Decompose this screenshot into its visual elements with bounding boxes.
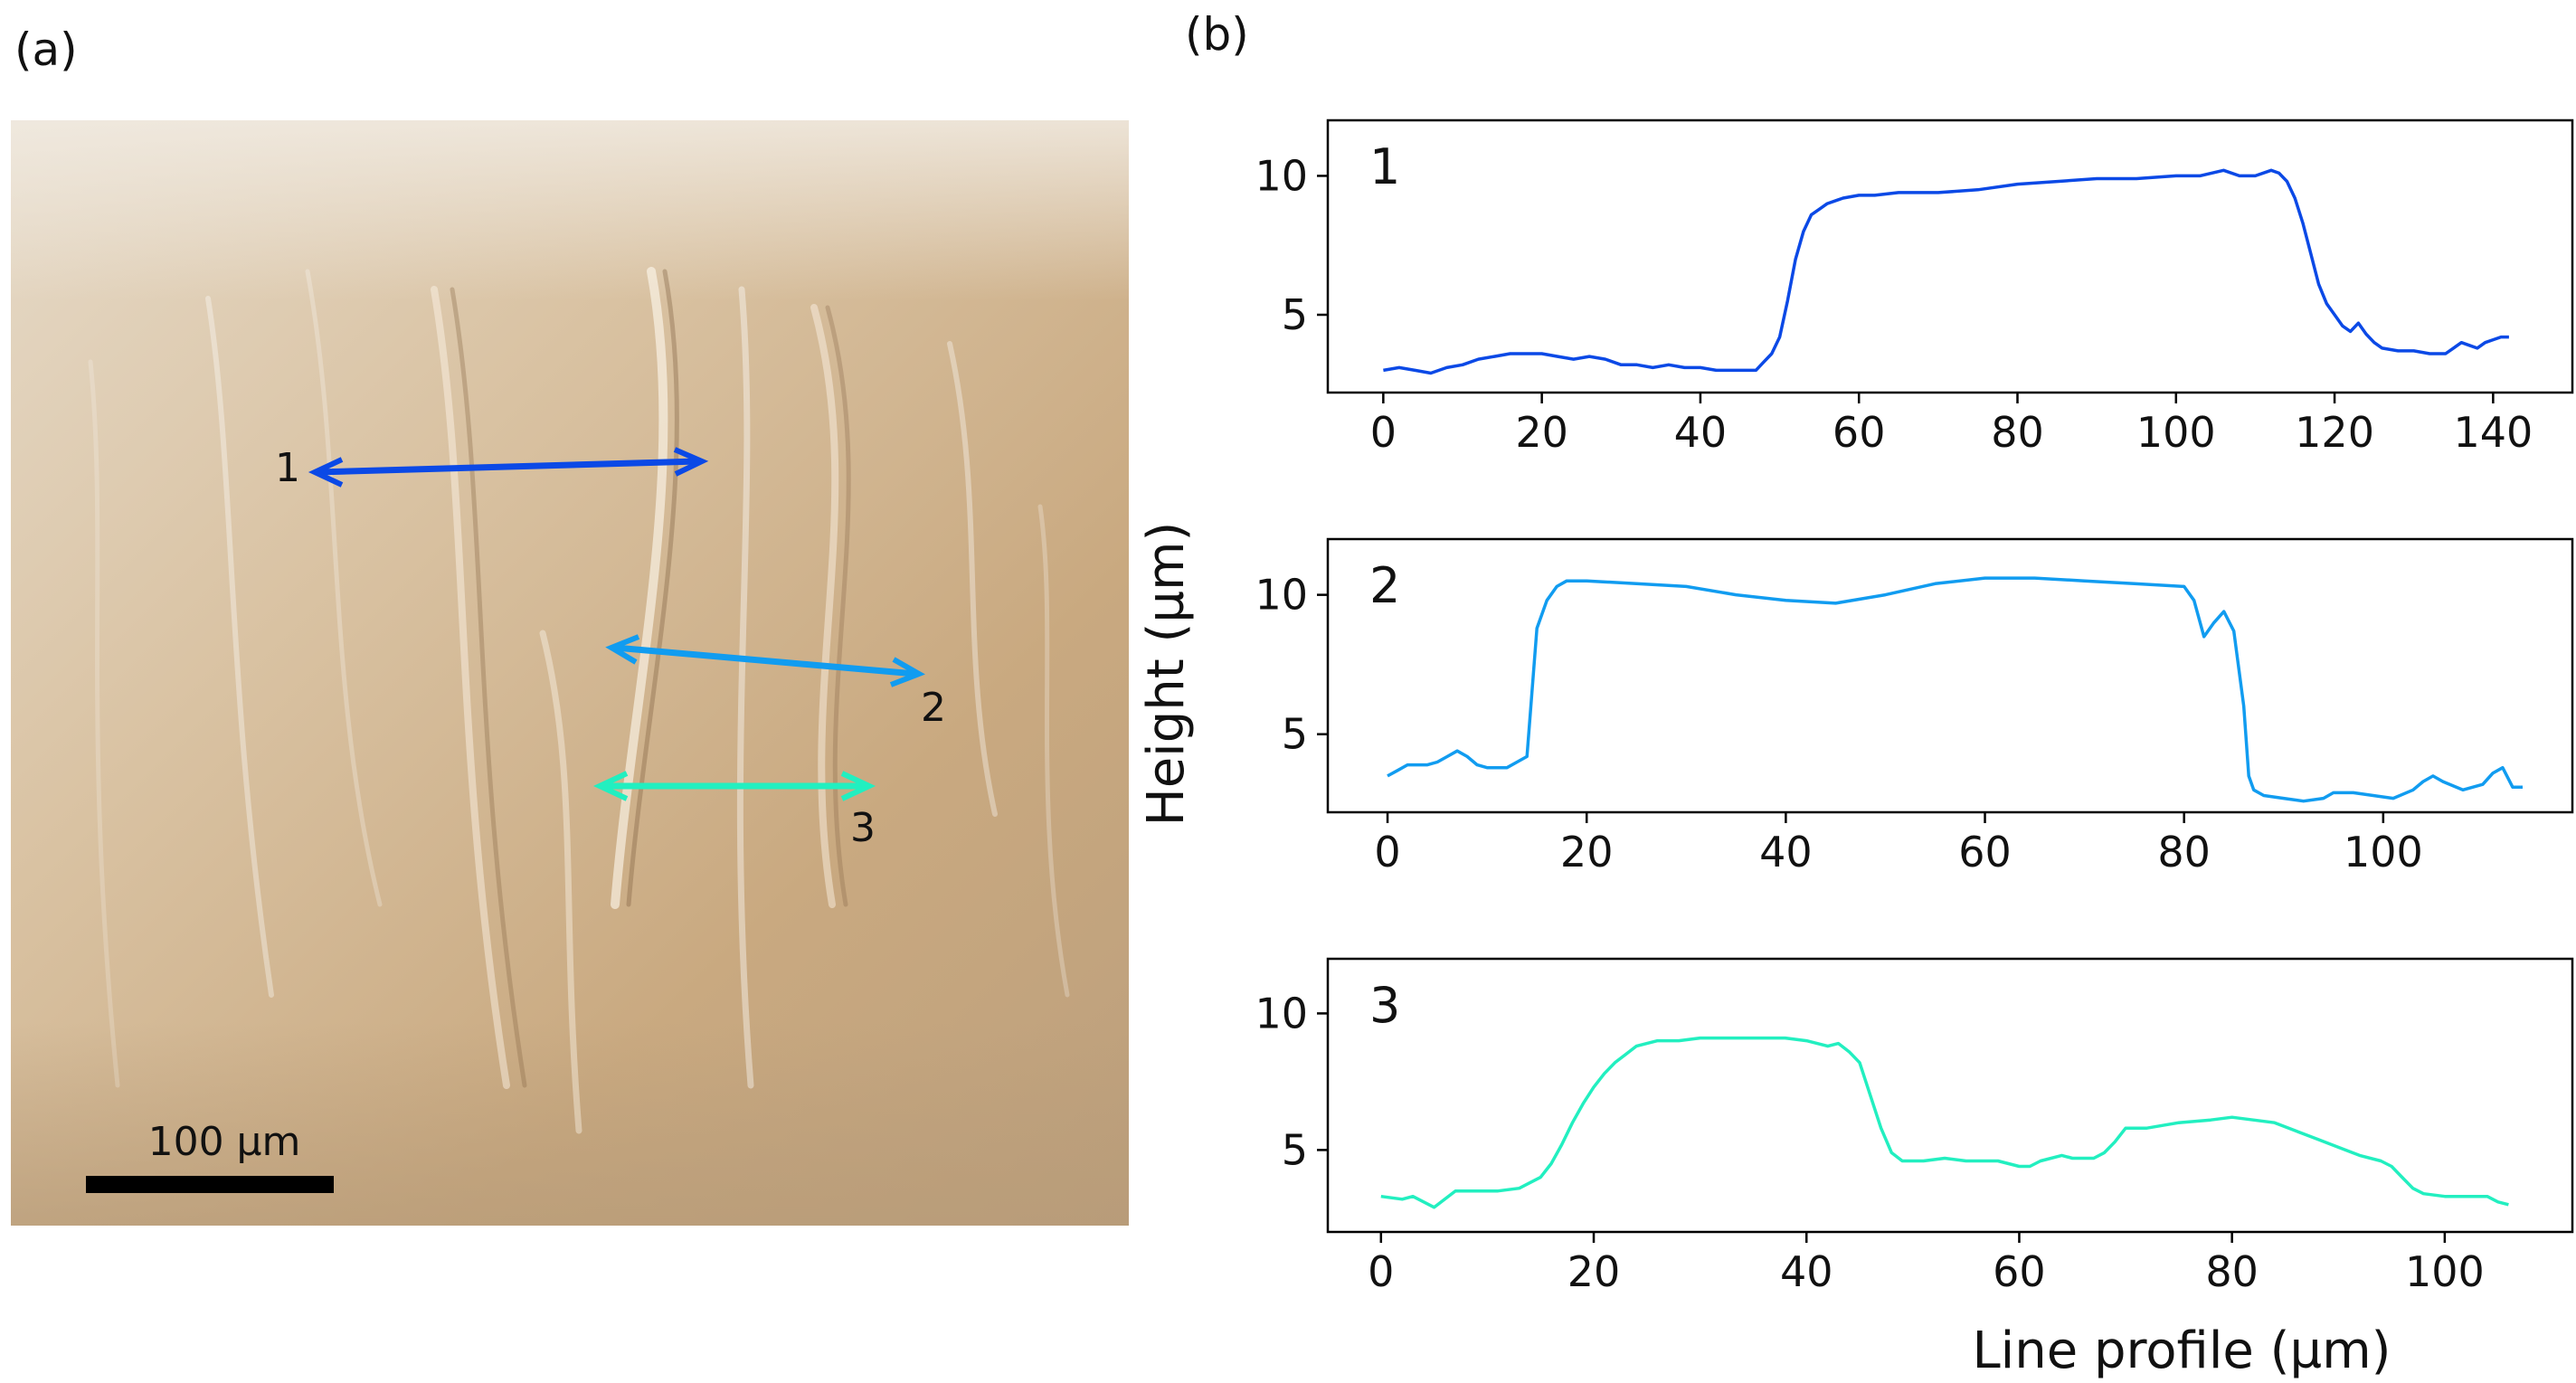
x-tick-label: 80 xyxy=(2157,828,2211,876)
x-tick-label: 80 xyxy=(2205,1247,2259,1296)
marker-3 xyxy=(592,771,876,801)
y-tick-label: 10 xyxy=(1255,989,1308,1037)
marker-1-arrowhead-right xyxy=(673,447,709,477)
x-tick-label: 100 xyxy=(2136,408,2216,457)
scale-bar xyxy=(86,1176,334,1193)
x-tick-label: 120 xyxy=(2295,408,2374,457)
marker-2-arrowhead-left xyxy=(605,634,640,665)
marker-1-arrow xyxy=(317,458,699,476)
y-tick-label: 10 xyxy=(1255,571,1308,620)
plot-frame-2 xyxy=(1326,537,2574,814)
marker-2-arrowhead-right xyxy=(889,657,925,687)
profile-chart-2: 0 20 40 60 80 100 5 10 2 xyxy=(1255,537,2574,876)
micrograph: 1 2 3 100 µm xyxy=(11,120,1129,1226)
marker-3-arrowhead-left xyxy=(592,771,629,801)
micrograph-striations xyxy=(88,267,1070,1134)
x-tick-label: 20 xyxy=(1515,408,1568,457)
panel-a-label: (a) xyxy=(14,24,78,76)
x-tick-label: 20 xyxy=(1560,828,1614,876)
x-axis-label: Line profile (µm) xyxy=(1972,1321,2391,1380)
y-axis-label: Height (µm) xyxy=(1137,522,1196,827)
profile-panel-label-3: 3 xyxy=(1369,977,1400,1034)
x-tick-label: 40 xyxy=(1780,1247,1833,1296)
x-tick-label: 60 xyxy=(1958,828,2012,876)
x-tick-label: 0 xyxy=(1368,1247,1394,1296)
x-tick-label: 60 xyxy=(1833,408,1886,457)
profile-line-2 xyxy=(1387,576,2523,803)
x-tick-label: 140 xyxy=(2453,408,2533,457)
marker-1 xyxy=(308,447,709,488)
y-tick-label: 5 xyxy=(1282,710,1308,759)
marker-2-label: 2 xyxy=(921,685,946,731)
marker-2 xyxy=(605,634,925,687)
profile-line-3 xyxy=(1380,1036,2509,1209)
profile-panel-label-1: 1 xyxy=(1369,138,1400,195)
marker-2-arrow xyxy=(614,644,916,677)
x-tick-label: 80 xyxy=(1991,408,2044,457)
x-tick-label: 100 xyxy=(2405,1247,2485,1296)
x-tick-label: 0 xyxy=(1374,828,1400,876)
y-tick-label: 5 xyxy=(1282,1125,1308,1174)
x-tick-label: 0 xyxy=(1370,408,1397,457)
x-tick-label: 100 xyxy=(2344,828,2423,876)
plot-frame-3 xyxy=(1326,957,2574,1234)
x-tick-label: 40 xyxy=(1674,408,1728,457)
y-tick-label: 10 xyxy=(1255,151,1308,200)
panel-b-label: (b) xyxy=(1185,8,1249,61)
marker-1-label: 1 xyxy=(275,445,300,491)
x-tick-label: 20 xyxy=(1567,1247,1621,1296)
profile-chart-1: 0 20 40 60 80 100 120 140 5 10 1 xyxy=(1255,118,2574,457)
marker-1-arrowhead-left xyxy=(308,457,344,488)
x-tick-label: 40 xyxy=(1759,828,1813,876)
micrograph-top-haze xyxy=(11,120,1129,301)
profile-chart-3: 0 20 40 60 80 100 5 10 3 xyxy=(1255,957,2574,1296)
marker-3-arrowhead-right xyxy=(840,771,876,801)
marker-3-label: 3 xyxy=(850,805,876,851)
profile-panel-label-2: 2 xyxy=(1369,557,1400,614)
x-tick-label: 60 xyxy=(1993,1247,2046,1296)
scale-bar-label: 100 µm xyxy=(148,1119,301,1165)
y-tick-label: 5 xyxy=(1282,290,1308,339)
profile-line-1 xyxy=(1383,168,2509,375)
plot-frame-1 xyxy=(1326,118,2574,394)
